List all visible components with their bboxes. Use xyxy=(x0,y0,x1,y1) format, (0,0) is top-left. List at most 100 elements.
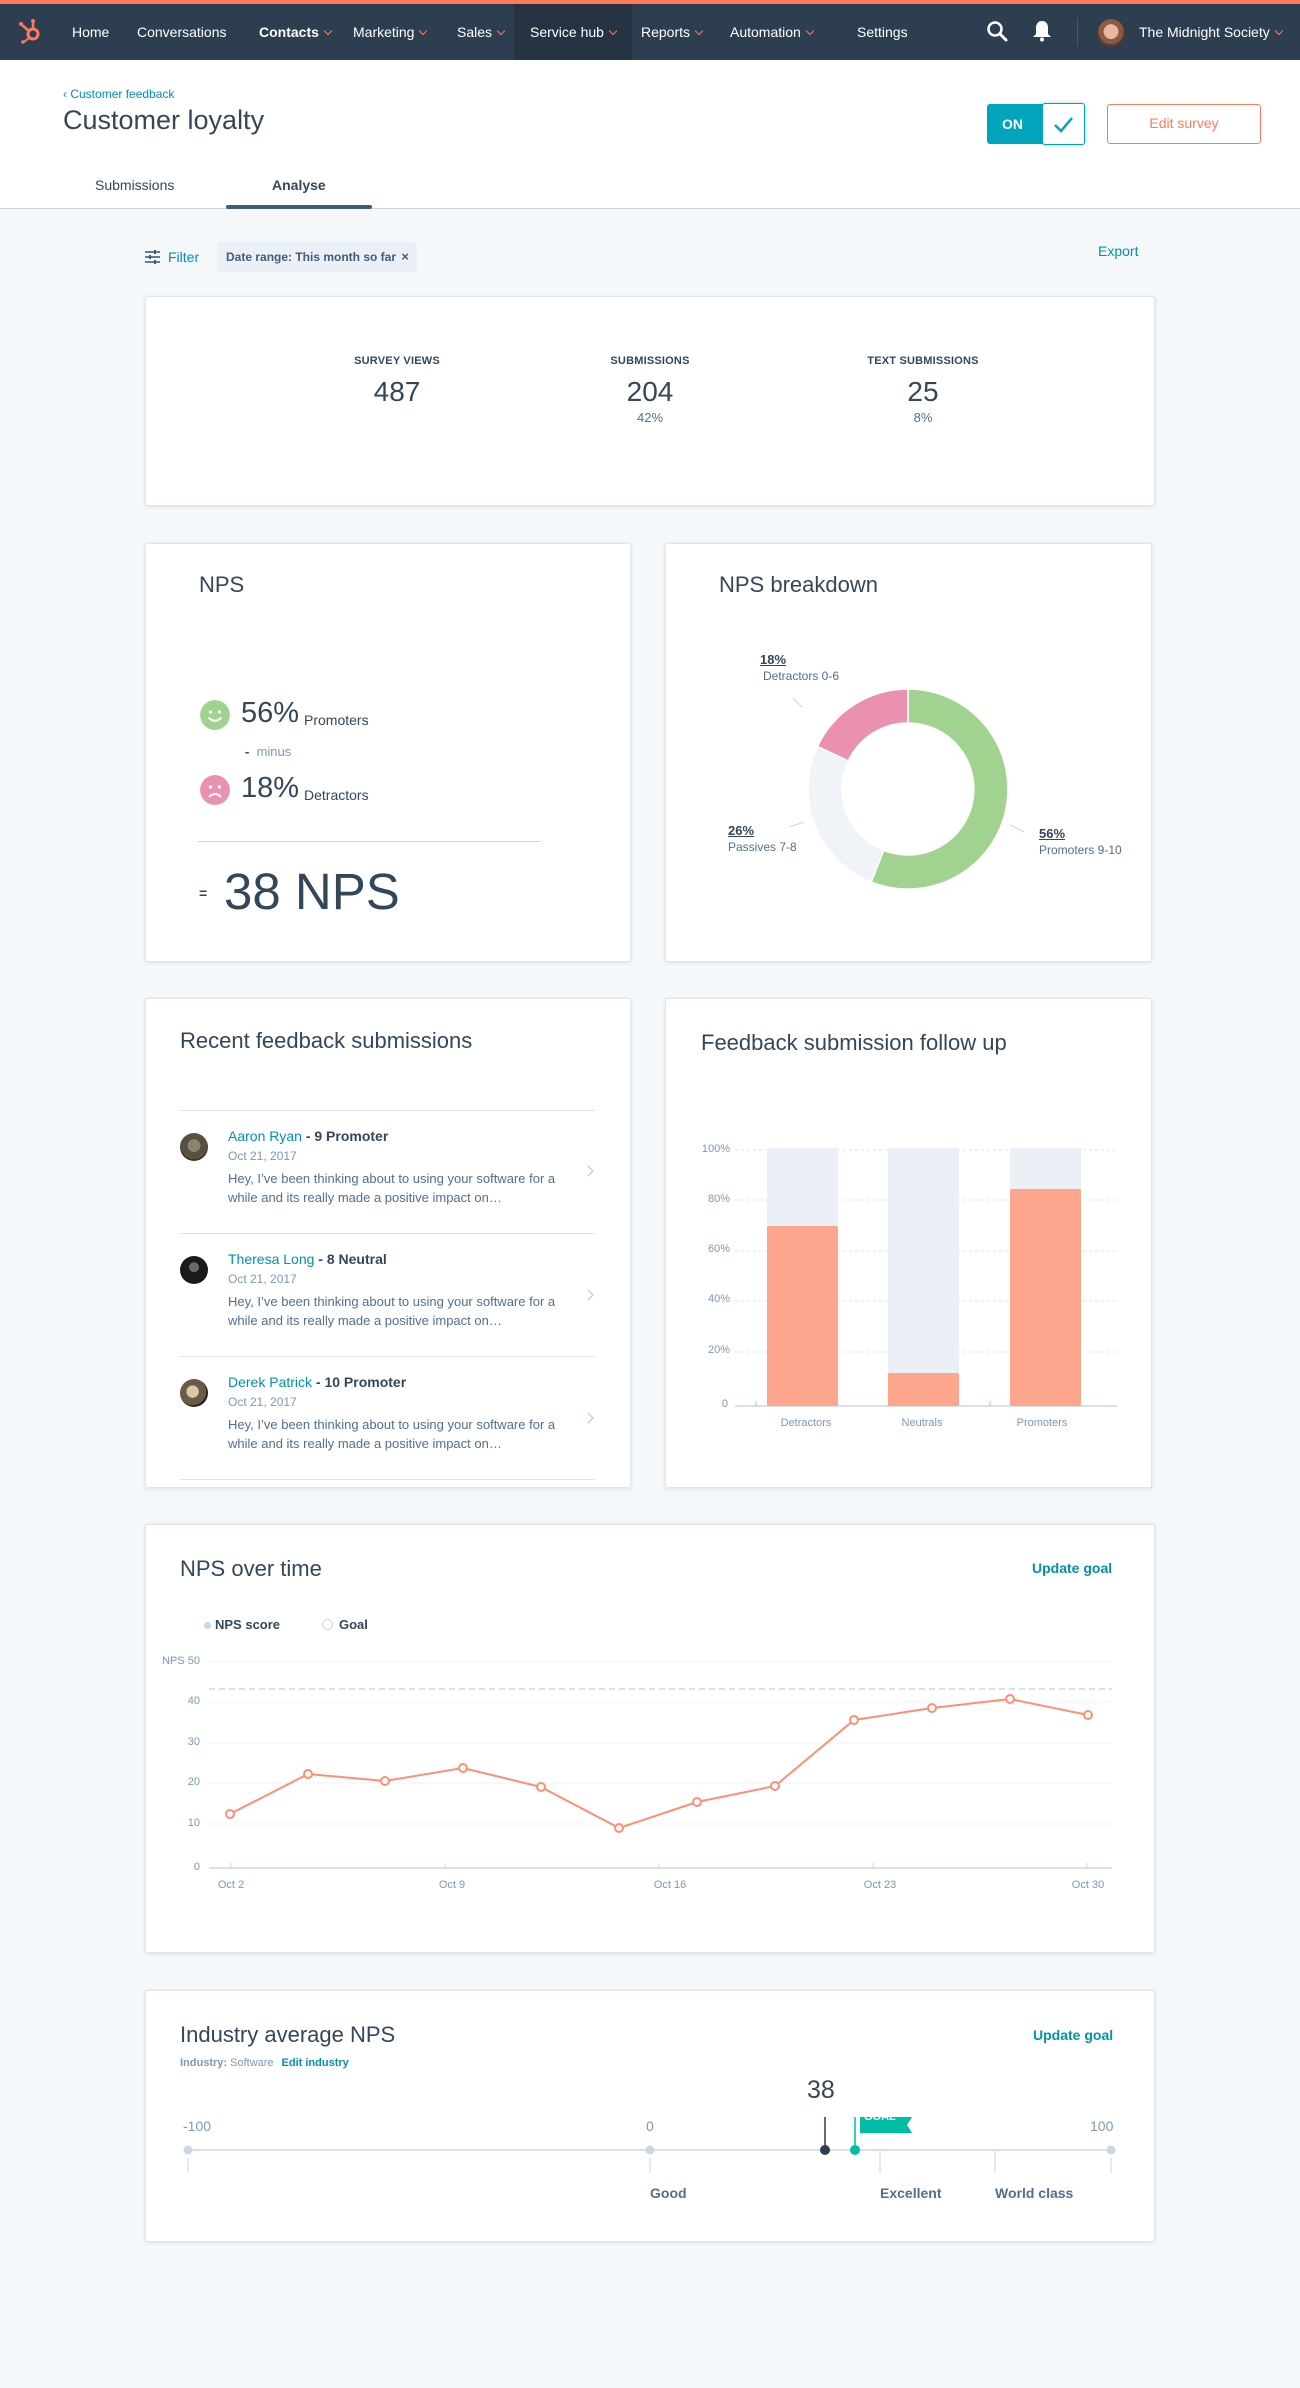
account-avatar[interactable] xyxy=(1097,19,1125,47)
filter-button[interactable]: Filter xyxy=(168,249,200,265)
current-nps-value: 38 xyxy=(807,2076,835,2104)
breadcrumb[interactable]: ‹ Customer feedback xyxy=(63,87,174,101)
scale-mid: 0 xyxy=(646,2118,654,2134)
nps-breakdown-card xyxy=(665,543,1152,962)
promoters-donut-label: 56% Promoters 9-10 xyxy=(1039,826,1122,857)
toggle-knob[interactable] xyxy=(1042,103,1085,145)
nps-result: 38 NPS xyxy=(224,863,400,920)
nav-sales[interactable]: Sales xyxy=(457,4,506,60)
legend-goal[interactable]: Goal xyxy=(322,1617,368,1632)
edit-industry-link[interactable]: Edit industry xyxy=(281,2057,349,2069)
dot-icon xyxy=(204,1622,211,1629)
nav-reports[interactable]: Reports xyxy=(641,4,704,60)
close-icon[interactable]: × xyxy=(401,249,409,264)
update-goal-link[interactable]: Update goal xyxy=(1032,1560,1113,1576)
tab-analyse[interactable]: Analyse xyxy=(272,177,326,193)
nps-card xyxy=(145,543,631,962)
y-tick: 0 xyxy=(193,1861,200,1873)
x-tick: Oct 9 xyxy=(438,1879,466,1891)
chevron-down-icon xyxy=(805,26,815,36)
list-divider xyxy=(180,1356,595,1357)
feedback-name[interactable]: Theresa Long - 8 Neutral xyxy=(228,1251,387,1267)
nav-divider xyxy=(1077,18,1078,46)
y-tick: 80% xyxy=(707,1193,730,1205)
y-tick: 0 xyxy=(721,1398,728,1410)
breakdown-title: NPS breakdown xyxy=(719,572,878,597)
recent-feedback-card xyxy=(145,998,631,1488)
scale-max: 100 xyxy=(1090,2118,1114,2134)
bell-icon[interactable] xyxy=(1032,20,1052,42)
page-header: ‹ Customer feedback Customer loyalty ON … xyxy=(0,60,1300,209)
feedback-name[interactable]: Aaron Ryan - 9 Promoter xyxy=(228,1128,388,1144)
stat-text-submissions: TEXT SUBMISSIONS 25 8% xyxy=(813,355,1033,425)
nps-donut-chart xyxy=(807,688,1009,890)
detractors-donut-label: 18% Detractors 0-6 xyxy=(760,652,839,683)
contact-link[interactable]: Aaron Ryan xyxy=(228,1128,302,1144)
smiley-face-icon xyxy=(200,700,230,730)
list-divider xyxy=(180,1233,595,1234)
chevron-left-icon: ‹ xyxy=(63,87,71,101)
update-goal-link[interactable]: Update goal xyxy=(1033,2027,1114,2043)
toggle-label: ON xyxy=(987,104,1045,144)
industry-subtitle: Industry: Software Edit industry xyxy=(180,2057,349,2069)
edit-survey-button[interactable]: Edit survey xyxy=(1107,104,1261,144)
donut-pct: 18% xyxy=(760,652,787,667)
chevron-down-icon xyxy=(496,26,506,36)
nav-settings[interactable]: Settings xyxy=(857,4,908,60)
nav-conversations[interactable]: Conversations xyxy=(137,4,227,60)
stat-percent: 8% xyxy=(913,410,933,425)
circle-outline-icon xyxy=(322,1619,333,1630)
list-divider xyxy=(180,1110,595,1111)
donut-label-text: Detractors 0-6 xyxy=(763,669,840,683)
export-link[interactable]: Export xyxy=(1098,243,1139,259)
tier-world-class: World class xyxy=(995,2185,1074,2201)
avatar xyxy=(180,1133,208,1161)
donut-leader-lines xyxy=(790,697,1025,833)
legend-nps-score[interactable]: NPS score xyxy=(204,1617,280,1632)
recent-feedback-title: Recent feedback submissions xyxy=(180,1028,473,1053)
nav-automation[interactable]: Automation xyxy=(730,4,815,60)
tier-excellent: Excellent xyxy=(880,2185,942,2201)
stat-submissions: SUBMISSIONS 204 42% xyxy=(540,355,760,425)
stat-label: SURVEY VIEWS xyxy=(354,355,440,367)
followup-bar-chart xyxy=(735,1148,1117,1407)
hubspot-logo-icon[interactable] xyxy=(16,17,44,45)
chevron-down-icon xyxy=(419,26,428,36)
x-tick: Detractors xyxy=(780,1417,832,1429)
nav-label: Automation xyxy=(730,24,801,40)
y-tick: NPS 50 xyxy=(162,1655,200,1667)
search-icon[interactable] xyxy=(986,20,1008,42)
nav-contacts[interactable]: Contacts xyxy=(259,4,333,60)
nps-divider xyxy=(198,841,541,842)
stats-card: SURVEY VIEWS 487 SUBMISSIONS 204 42% TEX… xyxy=(145,296,1155,506)
feedback-score: - 9 Promoter xyxy=(301,1128,389,1144)
avatar xyxy=(180,1256,208,1284)
feedback-name[interactable]: Derek Patrick - 10 Promoter xyxy=(228,1374,406,1390)
nav-label: Settings xyxy=(857,24,908,40)
donut-pct: 26% xyxy=(728,823,755,838)
survey-on-toggle[interactable]: ON xyxy=(987,103,1085,146)
nav-home[interactable]: Home xyxy=(72,4,109,60)
current-nps-marker xyxy=(820,2145,830,2155)
chip-label: Date range: This month so far xyxy=(226,250,397,264)
check-icon xyxy=(1054,117,1073,133)
industry-value: Software xyxy=(230,2057,274,2069)
stat-value: 25 xyxy=(907,376,939,407)
feedback-score: - 10 Promoter xyxy=(312,1374,407,1390)
nav-label: Contacts xyxy=(259,24,319,40)
account-menu[interactable]: The Midnight Society xyxy=(1139,4,1283,60)
nav-label: Service hub xyxy=(530,24,604,40)
industry-nps-card xyxy=(145,1990,1155,2242)
nav-service-hub[interactable]: Service hub xyxy=(514,4,632,60)
stat-value: 204 xyxy=(626,376,674,407)
nav-marketing[interactable]: Marketing xyxy=(353,4,428,60)
feedback-text: Hey, I’ve been thinking about to using y… xyxy=(228,1171,556,1205)
contact-link[interactable]: Derek Patrick xyxy=(228,1374,313,1390)
x-tick: Promoters xyxy=(1016,1417,1068,1429)
promoters-label: Promoters xyxy=(304,712,369,728)
top-nav: Home Conversations Contacts Marketing Sa… xyxy=(0,0,1300,60)
feedback-text: Hey, I’ve been thinking about to using y… xyxy=(228,1294,556,1328)
filter-sliders-icon[interactable] xyxy=(145,250,161,264)
contact-link[interactable]: Theresa Long xyxy=(228,1251,315,1267)
tab-submissions[interactable]: Submissions xyxy=(95,177,175,193)
